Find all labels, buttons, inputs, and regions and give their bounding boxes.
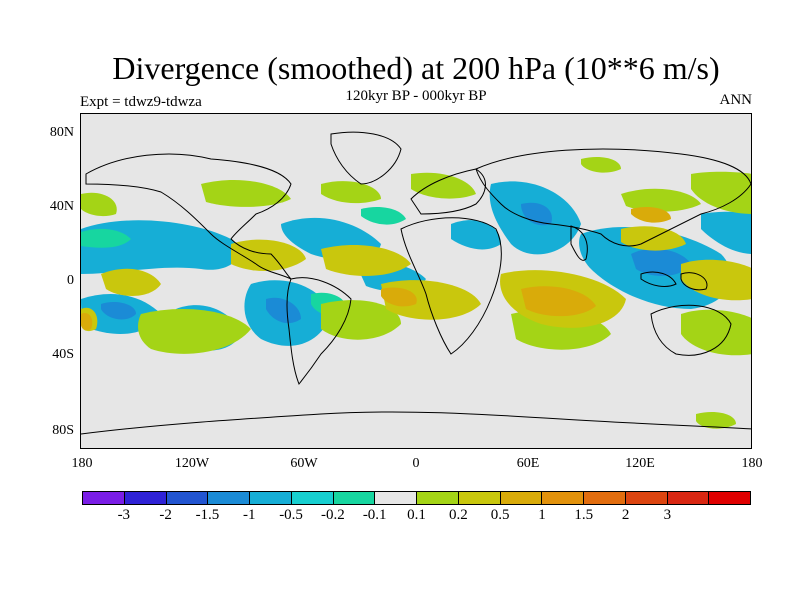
lon-tick-0: 0 (412, 456, 420, 471)
colorbar-label: 3 (663, 507, 672, 523)
colorbar-label: -0.1 (362, 507, 387, 523)
lon-tick-120w: 120W (174, 456, 210, 471)
colorbar-label: 0.2 (448, 507, 468, 523)
period-subtitle: 120kyr BP - 000kyr BP (345, 88, 487, 104)
lat-tick-80n: 80N (49, 125, 74, 140)
colorbar-swatch-13 (625, 491, 668, 505)
colorbar-label: 1 (538, 507, 546, 523)
lat-tick-40s: 40S (52, 347, 74, 362)
lon-tick-60w: 60W (290, 456, 318, 471)
colorbar-swatch-4 (250, 491, 292, 505)
colorbar-swatch-14 (667, 491, 710, 505)
colorbar-swatch-12 (584, 491, 626, 505)
colorbar-swatch-11 (542, 491, 584, 505)
colorbar-label: -1 (243, 507, 256, 523)
map-title: Divergence (smoothed) at 200 hPa (10**6 … (112, 50, 720, 86)
season-label: ANN (719, 92, 753, 108)
lon-tick-60e: 60E (516, 456, 540, 471)
lat-tick-80s: 80S (52, 423, 74, 438)
divergence-fields (81, 157, 751, 429)
lon-tick-180w: 180 (71, 456, 93, 471)
lat-tick-40n: 40N (49, 199, 74, 214)
experiment-label: Expt = tdwz9-tdwza (80, 94, 202, 110)
colorbar (82, 491, 751, 505)
colorbar-swatch-10 (500, 491, 543, 505)
lon-tick-180e: 180 (741, 456, 763, 471)
colorbar-label: -3 (117, 507, 131, 523)
colorbar-swatch-3 (208, 491, 250, 505)
colorbar-swatch-15 (709, 491, 751, 505)
colorbar-label: 2 (621, 507, 630, 523)
colorbar-swatch-0 (82, 491, 125, 505)
colorbar-label: 0.5 (490, 507, 510, 523)
colorbar-swatch-8 (417, 491, 459, 505)
colorbar-swatch-7 (375, 491, 417, 505)
map-canvas (81, 114, 751, 448)
colorbar-label: -1.5 (195, 507, 220, 523)
colorbar-swatch-9 (458, 491, 501, 505)
colorbar-label: -0.5 (279, 507, 303, 523)
colorbar-swatch-2 (166, 491, 209, 505)
colorbar-swatch-1 (124, 491, 167, 505)
colorbar-label: 0.1 (407, 507, 426, 523)
colorbar-label: -2 (159, 507, 172, 523)
colorbar-swatch-6 (333, 491, 376, 505)
divergence-map (80, 113, 752, 449)
lon-tick-120e: 120E (625, 456, 655, 471)
lat-tick-0: 0 (67, 273, 74, 288)
colorbar-label: 1.5 (574, 507, 594, 523)
colorbar-label: -0.2 (321, 507, 345, 523)
colorbar-swatch-5 (291, 491, 334, 505)
coastlines (81, 131, 751, 435)
